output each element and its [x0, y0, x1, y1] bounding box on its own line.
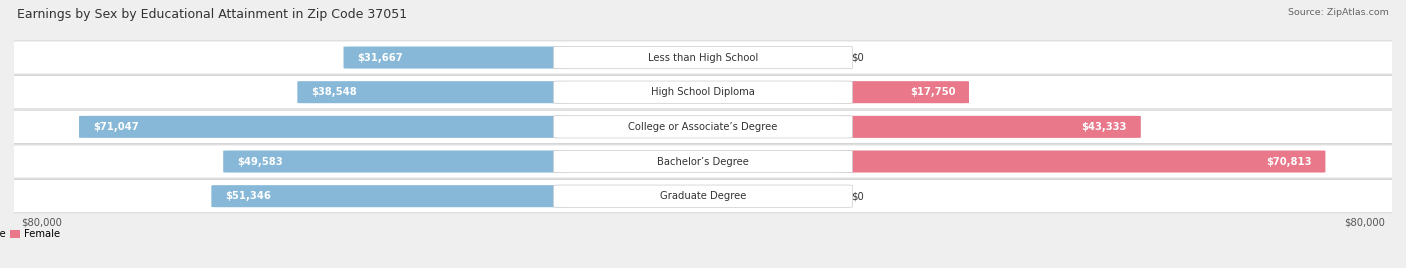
FancyBboxPatch shape — [297, 81, 567, 103]
FancyBboxPatch shape — [7, 41, 1399, 74]
Text: $71,047: $71,047 — [93, 122, 138, 132]
FancyBboxPatch shape — [7, 76, 1399, 109]
FancyBboxPatch shape — [554, 46, 852, 69]
FancyBboxPatch shape — [554, 150, 852, 173]
FancyBboxPatch shape — [554, 185, 852, 207]
Text: $0: $0 — [851, 191, 863, 201]
Text: Less than High School: Less than High School — [648, 53, 758, 62]
FancyBboxPatch shape — [839, 81, 969, 103]
FancyBboxPatch shape — [79, 116, 567, 138]
Text: $51,346: $51,346 — [225, 191, 271, 201]
Text: $49,583: $49,583 — [238, 157, 283, 166]
Text: $38,548: $38,548 — [311, 87, 357, 97]
Text: $70,813: $70,813 — [1267, 157, 1312, 166]
Text: $80,000: $80,000 — [1344, 218, 1385, 228]
Text: College or Associate’s Degree: College or Associate’s Degree — [628, 122, 778, 132]
FancyBboxPatch shape — [7, 110, 1399, 143]
FancyBboxPatch shape — [554, 81, 852, 103]
FancyBboxPatch shape — [554, 116, 852, 138]
Text: $31,667: $31,667 — [357, 53, 404, 62]
Text: $17,750: $17,750 — [910, 87, 955, 97]
FancyBboxPatch shape — [839, 116, 1140, 138]
Text: High School Diploma: High School Diploma — [651, 87, 755, 97]
Text: Source: ZipAtlas.com: Source: ZipAtlas.com — [1288, 8, 1389, 17]
FancyBboxPatch shape — [211, 185, 567, 207]
Text: $80,000: $80,000 — [21, 218, 62, 228]
Legend: Male, Female: Male, Female — [0, 225, 65, 244]
FancyBboxPatch shape — [224, 151, 567, 173]
FancyBboxPatch shape — [839, 151, 1326, 173]
Text: Bachelor’s Degree: Bachelor’s Degree — [657, 157, 749, 166]
Text: $43,333: $43,333 — [1081, 122, 1128, 132]
Text: Earnings by Sex by Educational Attainment in Zip Code 37051: Earnings by Sex by Educational Attainmen… — [17, 8, 406, 21]
Text: Graduate Degree: Graduate Degree — [659, 191, 747, 201]
FancyBboxPatch shape — [7, 145, 1399, 178]
FancyBboxPatch shape — [7, 180, 1399, 213]
FancyBboxPatch shape — [343, 47, 567, 69]
Text: $0: $0 — [851, 53, 863, 62]
